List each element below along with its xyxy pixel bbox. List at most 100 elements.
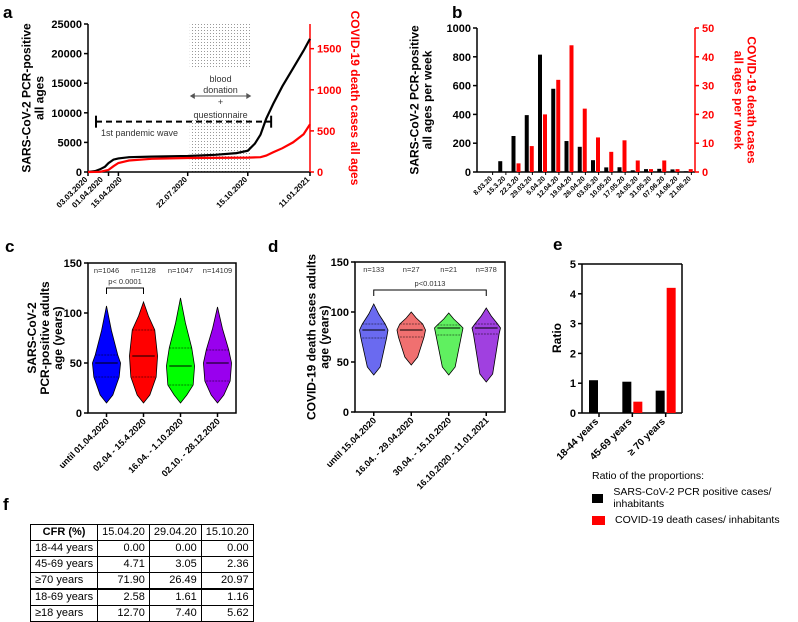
bar-deaths xyxy=(556,79,561,172)
y-axis-e-tick-label: 3 xyxy=(570,319,576,331)
legend-label: SARS-CoV-2 PCR positive cases/ inhabitan… xyxy=(613,486,772,510)
table-cell: 3.05 xyxy=(148,556,202,573)
y-axis-right-b-tick-label: 30 xyxy=(702,81,714,93)
donation-label: donation xyxy=(203,85,238,95)
table-cell: 7.40 xyxy=(148,605,202,622)
table-row: ≥70 years 71.90 26.49 20.97 xyxy=(29,572,254,590)
bar-pcr xyxy=(670,169,675,172)
significance-bracket-d xyxy=(373,289,487,296)
y-axis-b-tick-label: 200 xyxy=(453,138,471,150)
panel-label-b: b xyxy=(452,3,462,22)
x-tick-label-a: 22.07.2020 xyxy=(154,175,189,210)
y-label-right-a: COVID-19 death cases all ages xyxy=(348,11,362,186)
table-cell: 5.62 xyxy=(200,605,254,622)
y-label-a: SARS-CoV-2 PCR-positive all ages xyxy=(20,23,47,173)
y-axis-b-tick-label: 800 xyxy=(453,52,471,64)
bar-pcr xyxy=(617,167,622,172)
panel-label-a: a xyxy=(3,3,13,22)
y-axis-right-a-tick-label: 500 xyxy=(317,126,335,138)
y-axis-a-tick-label: 10000 xyxy=(51,108,82,120)
y-axis-e-tick-label: 4 xyxy=(570,289,577,301)
bar-pcr xyxy=(604,167,609,172)
plot-frame-d xyxy=(354,261,506,413)
y-axis-b-tick-label: 400 xyxy=(453,109,471,121)
bar-deaths xyxy=(582,108,587,172)
y-tick-label-d: 0 xyxy=(343,407,349,419)
bar-deaths xyxy=(675,169,680,172)
y-label-d-line: COVID-19 death cases adults xyxy=(305,254,319,420)
y-tick-label-c: 150 xyxy=(64,258,82,270)
legend-title: Ratio of the proportions: xyxy=(592,470,705,482)
y-tick-label-c: 50 xyxy=(70,358,82,370)
bar-deaths xyxy=(666,287,676,413)
panel-label-c: c xyxy=(5,237,14,256)
y-axis-right-a-tick-label: 1500 xyxy=(317,44,341,56)
p-value-label-c: p< 0.0001 xyxy=(108,277,142,286)
table-header: 15.10.20 xyxy=(200,524,254,541)
y-label-d-line: age (years) xyxy=(318,305,332,368)
table-cell: 26.49 xyxy=(148,572,202,590)
panel-label-d: d xyxy=(268,237,278,256)
bar-pcr xyxy=(683,171,688,172)
y-label-c: SARS-CoV-2 PCR-positive adults age (years) xyxy=(25,281,65,395)
table-cell: 1.16 xyxy=(200,588,254,606)
questionnaire-label: questionnaire xyxy=(194,110,248,120)
n-label-c: n=1047 xyxy=(168,266,193,275)
y-axis-a-tick-label: 5000 xyxy=(58,137,82,149)
legend-item-deaths: COVID-19 death cases/ inhabitants xyxy=(592,514,798,526)
y-tick-label-c: 100 xyxy=(64,308,82,320)
bar-deaths xyxy=(569,45,574,172)
series-line-pcr xyxy=(87,38,311,174)
p-value-label-d: p<0.0113 xyxy=(415,279,446,288)
y-label-c-line: age (years) xyxy=(51,306,65,369)
legend-label: COVID-19 death cases/ inhabitants xyxy=(615,514,780,526)
table-cell: 20.97 xyxy=(200,572,254,590)
y-tick-label-d: 150 xyxy=(331,257,349,269)
bar-pcr xyxy=(644,169,648,172)
table-cell: 2.58 xyxy=(97,588,150,606)
table-cell: 0.00 xyxy=(148,540,202,557)
violin-c xyxy=(166,297,195,404)
y-tick-label-c: 0 xyxy=(76,408,82,420)
y-axis-b-tick-label: 0 xyxy=(465,167,471,179)
violin-d xyxy=(359,303,389,376)
bar-pcr xyxy=(657,168,662,172)
y-axis-right-b-tick-label: 10 xyxy=(702,138,714,150)
bar-deaths xyxy=(516,163,521,172)
table-row: 18-44 years 0.00 0.00 0.00 xyxy=(29,540,254,557)
table-header: 15.04.20 xyxy=(97,524,150,541)
table-cell: 2.36 xyxy=(200,556,254,573)
y-axis-b-tick-label: 600 xyxy=(453,81,471,93)
x-tick-label-a: 11.01.2021 xyxy=(277,175,312,210)
bar-deaths xyxy=(543,114,547,172)
n-label-c: n=1046 xyxy=(94,266,119,275)
n-label-d: n=21 xyxy=(440,265,457,274)
bar-pcr xyxy=(630,170,635,172)
table-cell: 4.71 xyxy=(97,556,150,573)
table-cell: 12.70 xyxy=(97,605,150,622)
y-tick-label-d: 50 xyxy=(337,357,349,369)
y-axis-right-b-tick-label: 40 xyxy=(702,52,714,64)
plot-frame-c xyxy=(87,262,237,414)
series-line-deaths xyxy=(87,123,311,174)
cfr-table: CFR (%) 15.04.20 29.04.20 15.10.20 18-44… xyxy=(29,524,254,622)
bar-pcr xyxy=(591,160,595,172)
y-axis-b-tick-label: 1000 xyxy=(447,23,471,35)
violin-c xyxy=(92,305,121,404)
violin-d xyxy=(471,307,501,383)
legend-e: Ratio of the proportions: SARS-CoV-2 PCR… xyxy=(592,470,798,526)
x-tick-label-d: 16.10.2020 - 11.01.2021 xyxy=(415,415,491,491)
shaded-period-bottom xyxy=(189,118,252,172)
bar-pcr xyxy=(524,115,529,172)
bar-pcr xyxy=(622,381,632,413)
table-cell: 18-44 years xyxy=(29,540,99,557)
table-cell: 18-69 years xyxy=(29,588,99,606)
bar-deaths xyxy=(622,140,627,172)
x-tick-label-a: 15.10.2020 xyxy=(215,175,250,210)
y-axis-e-tick-label: 2 xyxy=(570,348,576,360)
n-label-c: n=1128 xyxy=(131,266,156,275)
y-axis-a-tick-label: 25000 xyxy=(51,19,82,31)
y-axis-right-b-tick-label: 50 xyxy=(702,23,714,35)
